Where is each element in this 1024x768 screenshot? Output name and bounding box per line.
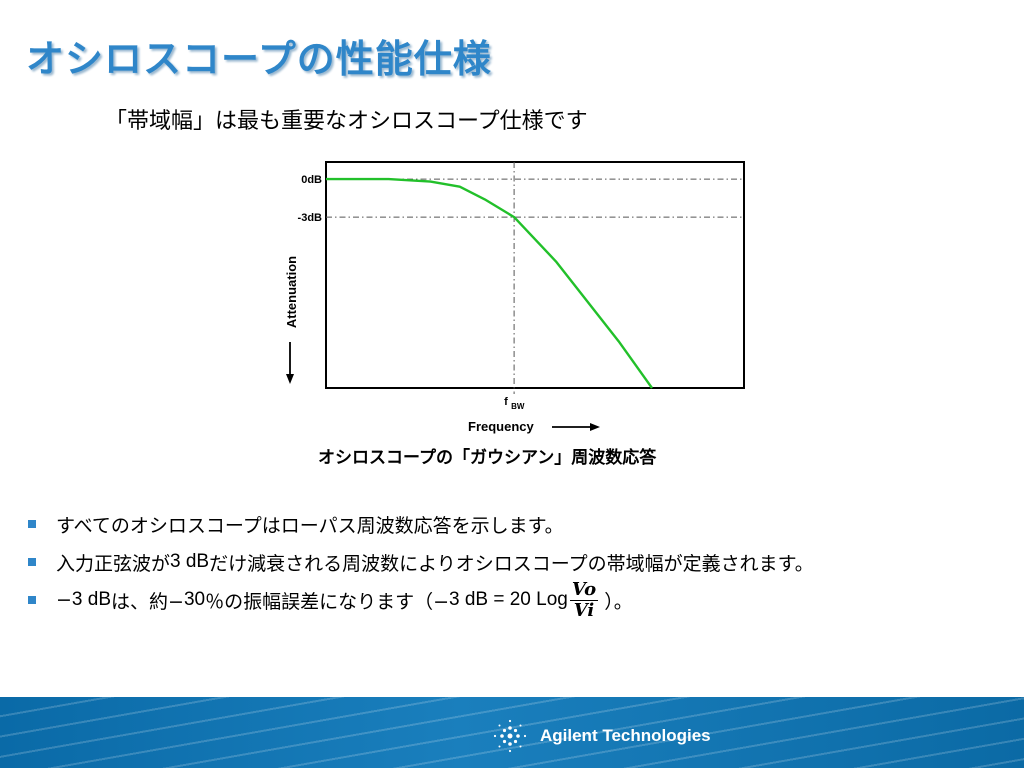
fraction-denominator: Vi	[573, 599, 595, 621]
bullet-text: すべてのオシロスコープはローパス周波数応答を示します。	[56, 514, 564, 537]
bullet-formula: 3 dB = 20 Log	[449, 589, 568, 610]
vo-over-vi-fraction: Vo Vi	[569, 578, 599, 621]
bullet-square-icon	[28, 520, 36, 528]
slide-title: オシロスコープの性能仕様	[26, 37, 492, 81]
bullet-text: ）。	[604, 590, 633, 613]
y-tick-label-0db: 0dB	[301, 174, 322, 186]
subtitle: 「帯域幅」は最も重要なオシロスコープ仕様です	[105, 109, 588, 134]
y-tick-label-3db: -3dB	[298, 212, 323, 224]
bullet-text-value: 3 dB	[170, 551, 210, 572]
bullet-item: 入力正弦波が 3 dB だけ減衰される周波数によりオシロスコープの帯域幅が定義さ…	[28, 543, 814, 581]
bullet-text: だけ減衰される周波数によりオシロスコープの帯域幅が定義されます。	[209, 552, 814, 575]
y-axis-label: Attenuation	[284, 256, 299, 328]
bullet-square-icon	[28, 558, 36, 566]
y-axis-arrow-icon	[286, 374, 294, 384]
bullet-item: − 3 dB は、約− 30 ％の振幅誤差になります（− 3 dB = 20 L…	[28, 578, 814, 621]
bullet-text: 入力正弦波が	[56, 552, 171, 575]
bullet-text-value: 3 dB	[71, 589, 112, 610]
agilent-spark-icon	[493, 719, 527, 753]
agilent-logo: Agilent Technologies	[490, 716, 711, 756]
bullet-text: ％の振幅誤差になります（−	[205, 590, 449, 613]
bullet-text: は、約−	[111, 590, 184, 613]
bullet-list: すべてのオシロスコープはローパス周波数応答を示します。 入力正弦波が 3 dB …	[28, 505, 814, 621]
series-line-0	[326, 177, 653, 389]
bullet-square-icon	[28, 596, 36, 604]
bullet-text: −	[56, 589, 72, 611]
x-tick-subscript-bw: BW	[511, 402, 525, 411]
x-axis-label: Frequency	[468, 419, 535, 434]
bullet-item: すべてのオシロスコープはローパス周波数応答を示します。	[28, 505, 814, 543]
footer-pattern	[0, 697, 1024, 768]
footer-bar	[0, 697, 1024, 768]
plot-frame	[325, 161, 745, 389]
bullet-text-value: 30	[183, 589, 206, 610]
logo-text: Agilent Technologies	[540, 726, 711, 745]
fraction-numerator: Vo	[569, 578, 599, 601]
x-axis-arrow-icon	[590, 423, 600, 431]
chart-caption: オシロスコープの「ガウシアン」周波数応答	[318, 448, 657, 468]
x-tick-label-fbw: f	[504, 396, 508, 408]
